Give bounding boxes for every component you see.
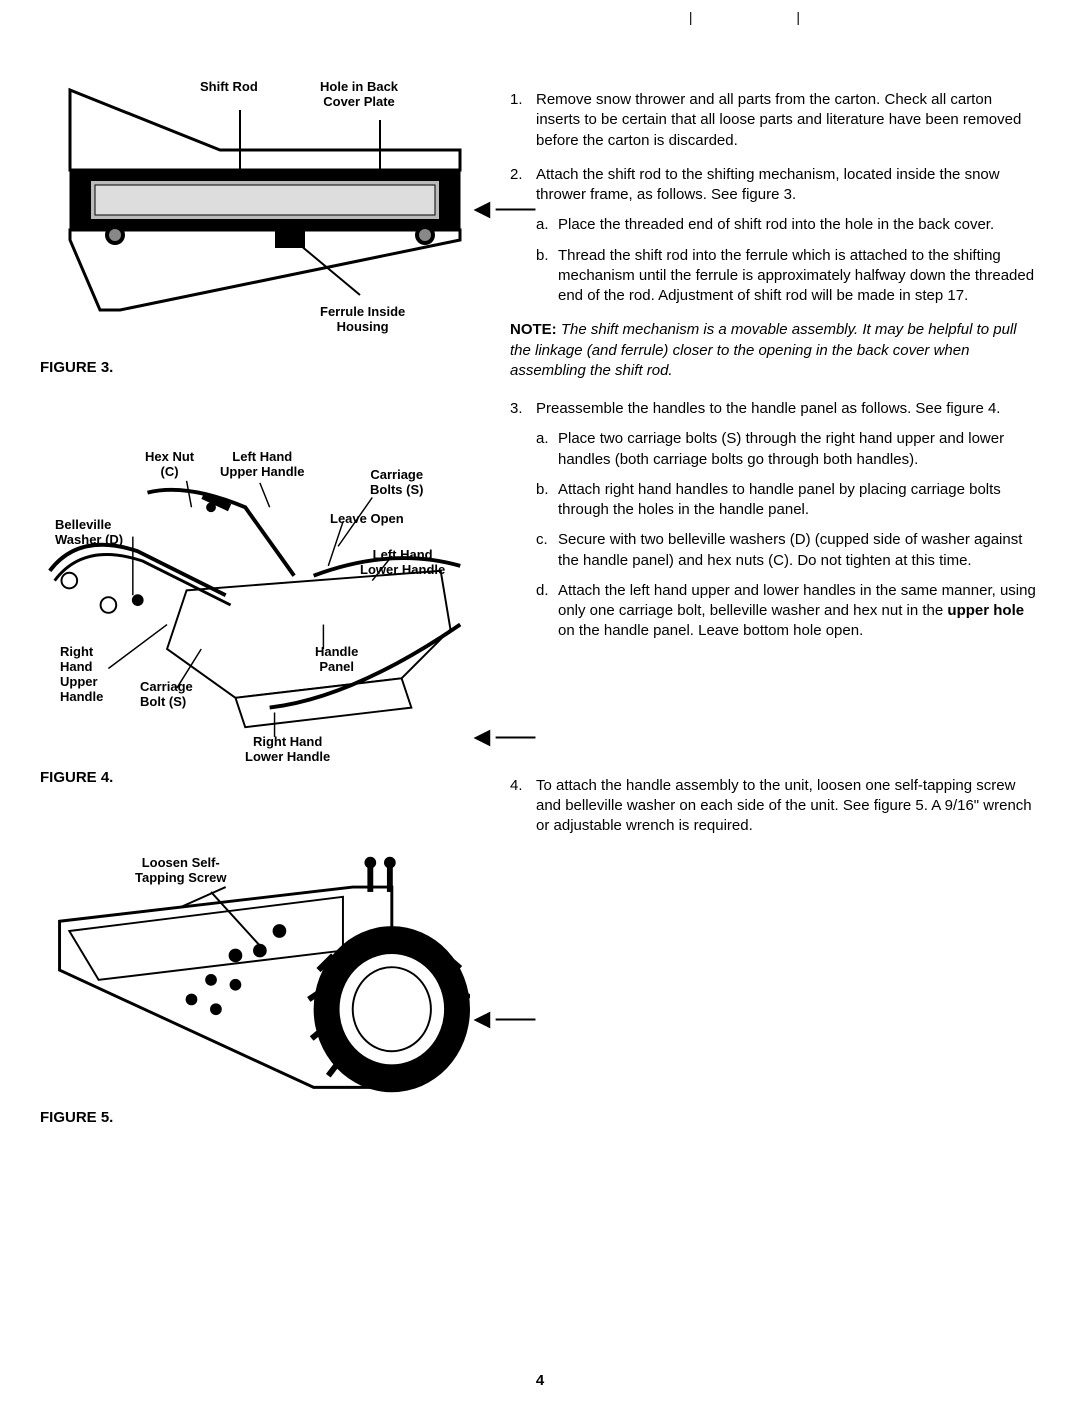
step-3c-letter: c. <box>536 530 548 550</box>
figure-4-caption: FIGURE 4. <box>40 768 480 788</box>
step-3b-letter: b. <box>536 480 549 500</box>
figures-column: Shift Rod Hole in Back Cover Plate Ferru… <box>40 30 480 1180</box>
step-1-text: Remove snow thrower and all parts from t… <box>536 91 1021 149</box>
step-2a-letter: a. <box>536 215 549 235</box>
fig5-label-loosen: Loosen Self- Tapping Screw <box>135 856 227 886</box>
step-2-num: 2. <box>510 165 523 185</box>
page-tick-marks: | | <box>689 8 850 27</box>
fig4-label-carriage-bolts: Carriage Bolts (S) <box>370 468 423 498</box>
fig4-label-right-lower: Right Hand Lower Handle <box>245 735 330 765</box>
step-3-num: 3. <box>510 399 523 419</box>
note-block: NOTE: The shift mechanism is a movable a… <box>510 320 1040 381</box>
step-2-text: Attach the shift rod to the shifting mec… <box>536 166 1000 203</box>
fig3-label-shift-rod: Shift Rod <box>200 80 258 95</box>
arrow-to-fig5: ◄── <box>468 1000 535 1038</box>
figure-3-illustration <box>40 80 470 350</box>
fig4-label-handle-panel: Handle Panel <box>315 645 358 675</box>
step-3a-text: Place two carriage bolts (S) through the… <box>558 430 1004 467</box>
step-3c-text: Secure with two belleville washers (D) (… <box>558 531 1022 568</box>
step-3d-bold: upper hole <box>947 602 1024 619</box>
fig4-label-leave-open: Leave Open <box>330 512 404 527</box>
fig4-label-hexnut: Hex Nut (C) <box>145 450 194 480</box>
step-3d-text-mid: on the handle panel. Leave bottom hole o… <box>558 622 863 639</box>
figure-5: Loosen Self- Tapping Screw FIGURE 5. <box>40 850 480 1130</box>
step-2a: a. Place the threaded end of shift rod i… <box>536 215 1040 235</box>
step-3b-text: Attach right hand handles to handle pane… <box>558 481 1001 518</box>
page-number: 4 <box>536 1371 544 1391</box>
step-2b-text: Thread the shift rod into the ferrule wh… <box>558 247 1034 305</box>
fig3-label-hole-back: Hole in Back Cover Plate <box>320 80 398 110</box>
step-2a-text: Place the threaded end of shift rod into… <box>558 216 994 233</box>
figure-3-caption: FIGURE 3. <box>40 358 480 378</box>
step-4-num: 4. <box>510 776 523 796</box>
note-text: The shift mechanism is a movable assembl… <box>510 321 1017 379</box>
step-2b: b. Thread the shift rod into the ferrule… <box>536 246 1040 307</box>
fig3-label-ferrule: Ferrule Inside Housing <box>320 305 405 335</box>
step-3: 3. Preassemble the handles to the handle… <box>510 399 1040 642</box>
fig4-label-left-lower: Left Hand Lower Handle <box>360 548 445 578</box>
fig4-label-belleville: Belleville Washer (D) <box>55 518 123 548</box>
figure-5-illustration <box>40 850 470 1100</box>
step-2b-letter: b. <box>536 246 549 266</box>
step-3-text: Preassemble the handles to the handle pa… <box>536 400 1000 417</box>
figure-3: Shift Rod Hole in Back Cover Plate Ferru… <box>40 80 480 390</box>
step-3c: c. Secure with two belleville washers (D… <box>536 530 1040 571</box>
fig4-label-carriage-bolt: Carriage Bolt (S) <box>140 680 193 710</box>
fig4-label-left-upper: Left Hand Upper Handle <box>220 450 305 480</box>
fig4-label-right-upper: Right Hand Upper Handle <box>60 645 103 705</box>
arrow-to-fig4: ◄── <box>468 718 535 756</box>
step-3a: a. Place two carriage bolts (S) through … <box>536 429 1040 470</box>
step-1-num: 1. <box>510 90 523 110</box>
step-3a-letter: a. <box>536 429 549 449</box>
step-3d: d. Attach the left hand upper and lower … <box>536 581 1040 642</box>
step-4-text: To attach the handle assembly to the uni… <box>536 777 1032 835</box>
arrow-to-fig3: ◄── <box>468 190 535 228</box>
step-3b: b. Attach right hand handles to handle p… <box>536 480 1040 521</box>
step-2: 2. Attach the shift rod to the shifting … <box>510 165 1040 307</box>
note-label: NOTE: <box>510 321 557 338</box>
page-layout: Shift Rod Hole in Back Cover Plate Ferru… <box>40 30 1040 1180</box>
step-4: 4. To attach the handle assembly to the … <box>510 776 1040 837</box>
step-3d-letter: d. <box>536 581 549 601</box>
figure-5-caption: FIGURE 5. <box>40 1108 480 1128</box>
instructions-column: 1. Remove snow thrower and all parts fro… <box>510 30 1040 1180</box>
step-1: 1. Remove snow thrower and all parts fro… <box>510 90 1040 151</box>
figure-4: Hex Nut (C) Left Hand Upper Handle Carri… <box>40 450 480 800</box>
